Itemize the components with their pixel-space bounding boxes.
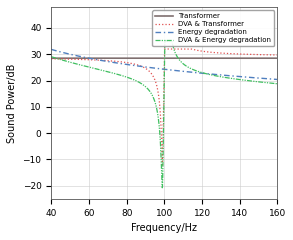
X-axis label: Frequency/Hz: Frequency/Hz	[131, 223, 197, 233]
Y-axis label: Sound Power/dB: Sound Power/dB	[7, 63, 17, 143]
Legend: Transformer, DVA & Transformer, Energy degradation, DVA & Energy degradation: Transformer, DVA & Transformer, Energy d…	[152, 10, 274, 46]
